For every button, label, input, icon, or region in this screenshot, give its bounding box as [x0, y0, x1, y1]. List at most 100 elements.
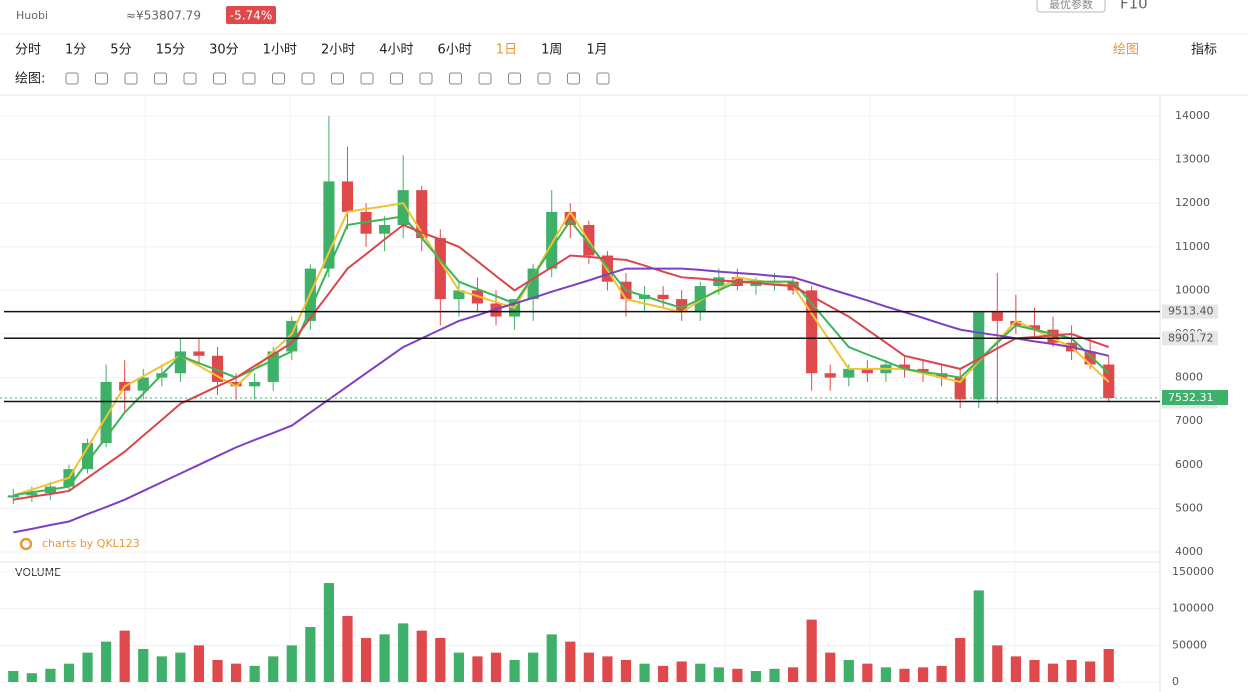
price-cny: ≈¥53807.79: [126, 9, 201, 23]
draw-tool-icon[interactable]: [213, 72, 226, 85]
y-tick-label: 8000: [1175, 371, 1203, 384]
candle-body: [861, 368, 873, 374]
candle-body: [676, 299, 688, 313]
level-box: [1162, 331, 1218, 346]
draw-tool-icon[interactable]: [508, 72, 521, 85]
level-label: 9513.40: [1168, 305, 1214, 318]
logo: [19, 537, 33, 551]
last-price-box: [1162, 389, 1228, 405]
candle-body: [434, 238, 446, 300]
change-badge: [226, 6, 276, 24]
draw-tool-icon[interactable]: [478, 72, 492, 85]
interval-tab[interactable]: 5分: [110, 43, 131, 58]
change: -5.74%: [230, 9, 272, 23]
candle-body: [527, 268, 539, 300]
y-tick-label: 12000: [1175, 196, 1210, 209]
candle-body: [898, 364, 911, 369]
draw-tool-icon[interactable]: [272, 72, 285, 85]
candle-body: [379, 225, 391, 234]
draw-tool-icon[interactable]: [449, 72, 462, 85]
candle-body: [973, 312, 985, 400]
draw-tool-icon[interactable]: [154, 72, 167, 85]
moving-average: [13, 223, 1110, 501]
draw-tool-icon[interactable]: [596, 72, 610, 85]
candle-body: [657, 294, 669, 300]
vol-tick-label: 150000: [1172, 565, 1214, 578]
candle-body: [397, 190, 409, 225]
moving-average: [12, 202, 1110, 497]
draw-tool-icon[interactable]: [390, 72, 403, 85]
candle-body: [954, 377, 966, 400]
candle-body: [211, 355, 224, 382]
y-tick-label: 10000: [1175, 283, 1210, 296]
interval-tab[interactable]: 4小时: [379, 43, 413, 58]
y-tick-label: 6000: [1175, 458, 1203, 471]
level-box: [1162, 304, 1218, 319]
watermark: charts by QKL123: [42, 537, 140, 550]
draw-tool-icon[interactable]: [331, 72, 344, 85]
candle-body: [713, 277, 725, 287]
level-label: 8901.72: [1168, 331, 1214, 344]
vol-tick-label: 100000: [1172, 602, 1214, 615]
interval-tab[interactable]: 1小时: [263, 43, 297, 58]
candle-body: [1084, 351, 1096, 365]
draw-tool-icon[interactable]: [95, 72, 108, 85]
y-tick-label: 4000: [1175, 545, 1203, 558]
params[interactable]: 最优参数: [1049, 0, 1093, 11]
draw-tool-icon[interactable]: [124, 72, 138, 85]
candle-body: [100, 381, 112, 443]
y-tick-label: 13000: [1175, 153, 1210, 166]
tool-indicator[interactable]: 指标: [1191, 43, 1217, 58]
y-tick-label: 14000: [1175, 109, 1210, 122]
draw-label: 绘图:: [15, 72, 45, 87]
candle-body: [564, 211, 576, 225]
interval-tab[interactable]: 2小时: [321, 43, 355, 58]
interval-tab[interactable]: 15分: [156, 43, 186, 58]
draw-tool-icon[interactable]: [65, 72, 79, 85]
draw-tool-icon[interactable]: [537, 72, 551, 85]
candle-body: [267, 351, 279, 382]
candle-body: [1028, 325, 1041, 330]
interval-tab[interactable]: 1日: [496, 43, 517, 58]
candle-body: [843, 368, 855, 378]
vol-tick-label: 50000: [1172, 638, 1207, 651]
interval-tab[interactable]: 30分: [209, 43, 239, 58]
tool-draw[interactable]: 绘图: [1113, 43, 1139, 58]
interval-tab[interactable]: 1月: [586, 43, 607, 58]
candle-body: [249, 381, 261, 387]
y-tick-label: 5000: [1175, 501, 1203, 514]
interval-tab[interactable]: 分时: [15, 43, 41, 58]
interval-tab[interactable]: 6小时: [438, 43, 472, 58]
draw-tool-icon[interactable]: [183, 72, 197, 85]
last-price-label: 7532.31: [1168, 391, 1214, 404]
candle-body: [26, 493, 38, 496]
candle-body: [416, 190, 428, 239]
candle-body: [230, 381, 242, 387]
candle-body: [806, 290, 818, 374]
vol-tick-label: 0: [1172, 675, 1179, 688]
candle-body: [323, 181, 335, 269]
y-tick-label: 11000: [1175, 240, 1210, 253]
draw-tool-icon[interactable]: [567, 72, 580, 85]
draw-tool-icon[interactable]: [301, 72, 315, 85]
draw-tool-icon[interactable]: [360, 72, 374, 85]
candle-body: [137, 377, 149, 391]
candle-body: [991, 312, 1003, 321]
moving-average: [13, 267, 1109, 534]
draw-tool-icon[interactable]: [242, 72, 256, 85]
candle-body: [453, 290, 465, 300]
exchange: Huobi: [16, 9, 48, 22]
interval-tab[interactable]: 1分: [65, 43, 86, 58]
params-button[interactable]: [1036, 0, 1106, 13]
candle-body: [824, 373, 836, 378]
f10[interactable]: F10: [1120, 0, 1148, 13]
candle-body: [341, 181, 354, 212]
moving-average: [13, 215, 1110, 497]
candle-body: [286, 320, 298, 352]
y-tick-label: 7000: [1175, 414, 1203, 427]
candle-body: [7, 495, 19, 498]
interval-tab[interactable]: 1周: [541, 43, 562, 58]
candle-body: [174, 351, 186, 374]
draw-tool-icon[interactable]: [419, 72, 433, 85]
